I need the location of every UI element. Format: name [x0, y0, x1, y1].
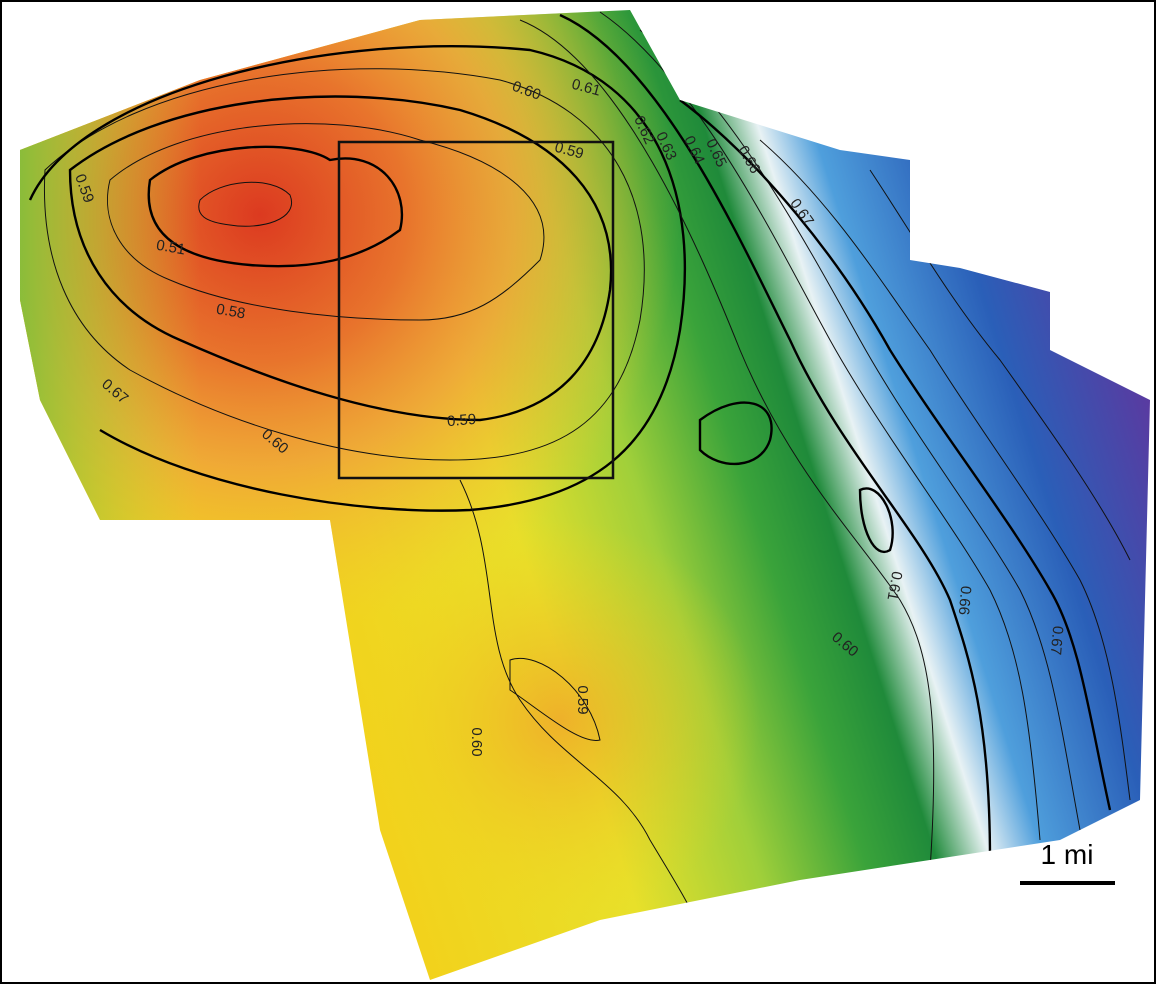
page: 1 mi 0.600.610.590.620.630.640.650.660.5… — [0, 0, 1156, 984]
scale-bar-label: 1 mi — [1041, 839, 1094, 870]
contour-map: 1 mi 0.600.610.590.620.630.640.650.660.5… — [0, 0, 1156, 984]
contour-label: 0.66 — [955, 585, 974, 616]
contour-label: 0.59 — [574, 685, 591, 714]
contour-label: 0.67 — [1047, 625, 1066, 656]
contour-label: 0.60 — [468, 727, 485, 756]
contour-label: 0.59 — [446, 411, 477, 430]
